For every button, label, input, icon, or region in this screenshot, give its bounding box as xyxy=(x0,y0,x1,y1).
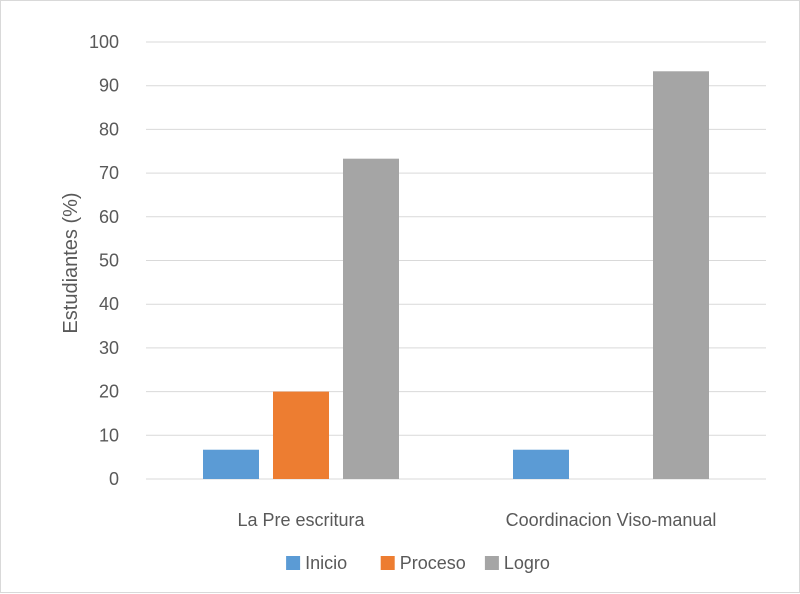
y-axis-title: Estudiantes (%) xyxy=(60,192,82,333)
bar-logro-1 xyxy=(343,158,399,479)
legend: Inicio Proceso Logro xyxy=(286,553,550,573)
bar-inicio-1 xyxy=(203,449,259,479)
y-tick-label: 100 xyxy=(89,32,119,52)
legend-swatch-logro xyxy=(484,556,499,570)
y-tick-label: 70 xyxy=(99,163,119,183)
y-tick-label: 80 xyxy=(99,119,119,139)
bar-proceso-1 xyxy=(273,391,329,479)
bars xyxy=(203,71,709,480)
bar-inicio-2 xyxy=(513,449,569,479)
y-tick-label: 0 xyxy=(109,469,119,489)
bar-logro-2 xyxy=(653,71,709,480)
y-tick-label: 30 xyxy=(99,338,119,358)
legend-swatch-inicio xyxy=(286,556,301,570)
y-tick-label: 50 xyxy=(99,251,119,271)
y-tick-label: 60 xyxy=(99,207,119,227)
x-axis-categories: La Pre escritura Coordinacion Viso-manual xyxy=(237,510,716,530)
legend-swatch-proceso xyxy=(380,556,395,570)
legend-label-proceso: Proceso xyxy=(400,553,466,573)
x-category-label: La Pre escritura xyxy=(237,510,365,530)
y-tick-label: 20 xyxy=(99,382,119,402)
x-category-label: Coordinacion Viso-manual xyxy=(506,510,717,530)
y-tick-label: 40 xyxy=(99,294,119,314)
legend-label-inicio: Inicio xyxy=(305,553,347,573)
legend-label-logro: Logro xyxy=(504,553,550,573)
y-tick-label: 90 xyxy=(99,76,119,96)
y-tick-label: 10 xyxy=(99,425,119,445)
y-axis-ticks: 0 10 20 30 40 50 60 70 80 90 100 xyxy=(89,32,119,489)
